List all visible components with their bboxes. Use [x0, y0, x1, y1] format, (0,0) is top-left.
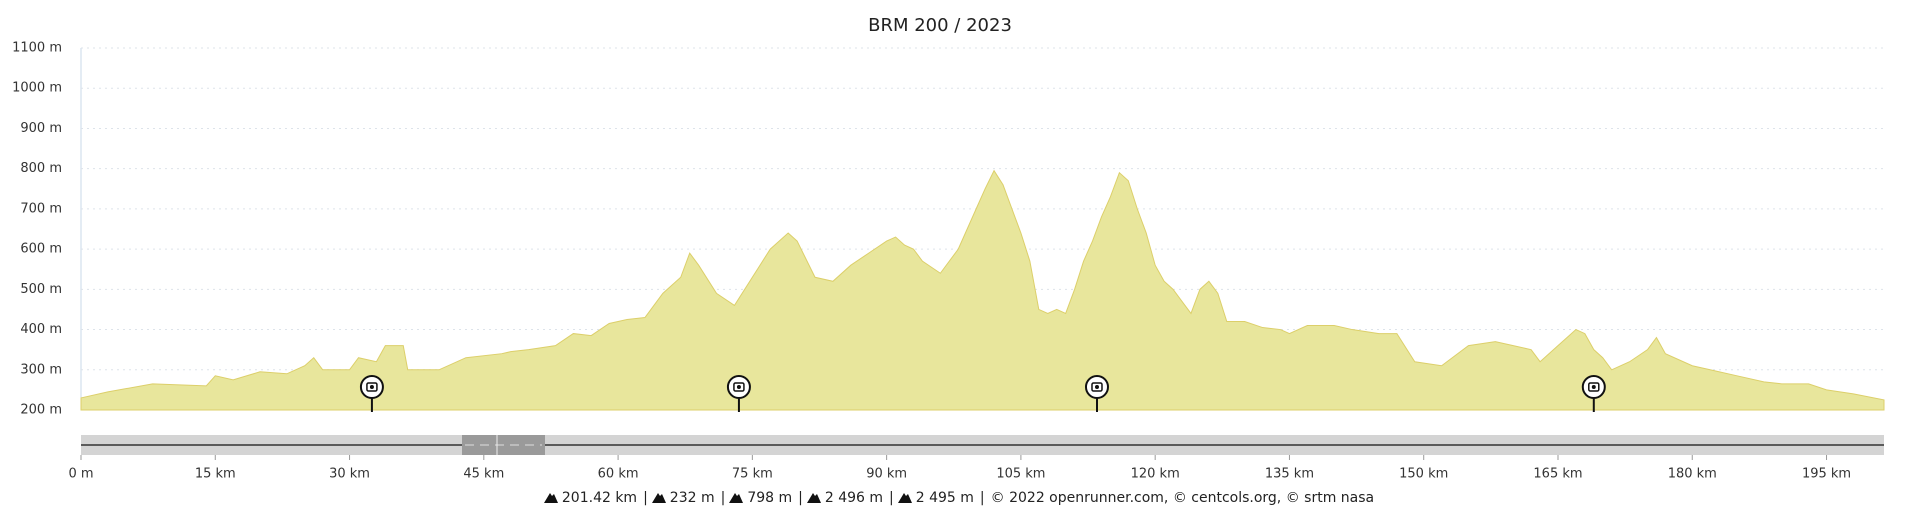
y-tick-label: 700 m	[20, 201, 62, 216]
stat-icon	[729, 493, 744, 503]
separator: |	[643, 490, 648, 506]
y-tick-label: 800 m	[20, 161, 62, 176]
photo-marker[interactable]	[726, 375, 751, 412]
y-tick-label: 500 m	[20, 282, 62, 297]
camera-lens	[736, 385, 741, 389]
stat-icon	[543, 493, 558, 503]
y-tick-label: 400 m	[20, 322, 62, 337]
separator: |	[889, 490, 894, 506]
camera-icon	[733, 382, 745, 392]
stat-icon-shape	[651, 493, 666, 503]
photo-marker[interactable]	[1084, 375, 1109, 412]
stat-icon	[897, 493, 912, 503]
separator: |	[798, 490, 803, 506]
footer: 201.42 km | 232 m | 798 m | 2 496 m | 2 495 m | © …	[0, 490, 1920, 506]
camera-icon	[1588, 382, 1600, 392]
photo-marker[interactable]	[359, 375, 384, 412]
elevation-area	[80, 169, 1885, 411]
stat-icon	[651, 493, 666, 503]
camera-icon	[366, 382, 378, 392]
x-tick-label: 15 km	[195, 467, 236, 482]
x-tick-label: 165 km	[1533, 467, 1582, 482]
y-tick-label: 1000 m	[12, 81, 62, 96]
y-tick-label: 200 m	[20, 403, 62, 418]
stat: 798 m	[747, 490, 793, 506]
stat: 201.42 km	[561, 490, 638, 506]
y-tick-label: 1100 m	[12, 41, 62, 56]
x-tick-label: 0 m	[68, 467, 93, 482]
stat-icon-shape	[543, 493, 558, 503]
stat: 232 m	[669, 490, 715, 506]
camera-lens	[1094, 385, 1099, 389]
x-tick-label: 150 km	[1399, 467, 1448, 482]
stat-icon	[806, 493, 821, 503]
x-tick-label: 30 km	[329, 467, 370, 482]
camera-lens	[369, 385, 374, 389]
photo-marker[interactable]	[1581, 375, 1606, 412]
camera-icon	[1091, 382, 1103, 392]
x-tick-label: 75 km	[732, 467, 773, 482]
chart: BRM 200 / 2023 200 m 300 m 400 m 500 m 600 m…	[12, 15, 1885, 482]
x-tick-label: 135 km	[1265, 467, 1314, 482]
x-tick-label: 90 km	[866, 467, 907, 482]
x-tick-label: 180 km	[1668, 467, 1717, 482]
camera-lens	[1591, 385, 1596, 389]
x-tick-label: 120 km	[1131, 467, 1180, 482]
stat-icon-shape	[806, 493, 821, 503]
y-tick-label: 900 m	[20, 121, 62, 136]
x-tick-label: 195 km	[1802, 467, 1851, 482]
y-tick-label: 600 m	[20, 242, 62, 257]
x-tick-label: 105 km	[996, 467, 1045, 482]
y-tick-label: 300 m	[20, 362, 62, 377]
chart-title: BRM 200 / 2023	[868, 15, 1012, 36]
separator: |	[979, 490, 985, 506]
x-tick-label: 60 km	[598, 467, 639, 482]
separator: |	[720, 490, 726, 506]
stat-icon-shape	[897, 493, 912, 503]
stat: 2 495 m	[915, 490, 974, 506]
x-tick-label: 45 km	[463, 467, 504, 482]
credit: © 2022 openrunner.com, © centcols.org, ©…	[990, 490, 1375, 506]
stat-icon-shape	[729, 493, 744, 503]
stat: 2 496 m	[824, 490, 884, 506]
